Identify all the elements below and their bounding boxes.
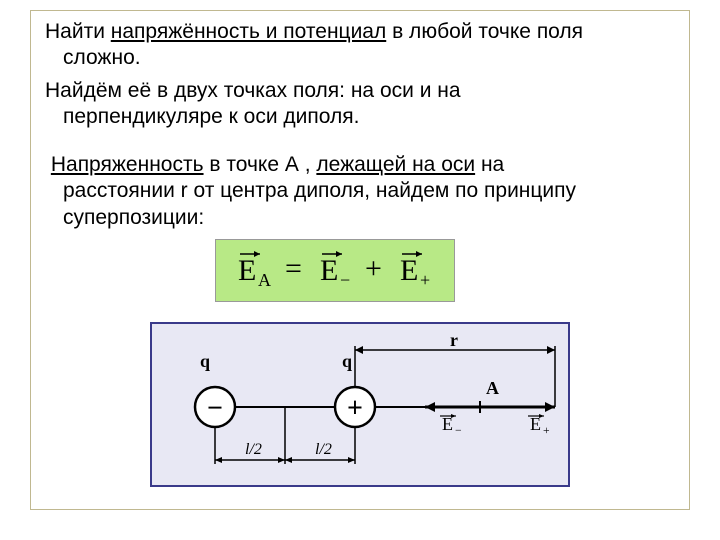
svg-text:l/2: l/2 xyxy=(315,441,332,458)
svg-text:q: q xyxy=(200,351,210,371)
p3-text-f: суперпозиции: xyxy=(45,206,204,229)
p1-text-d: сложно. xyxy=(45,46,141,69)
svg-text:E: E xyxy=(238,254,256,287)
svg-text:l/2: l/2 xyxy=(245,441,262,458)
p3-underline-c: лежащей на оси xyxy=(316,153,475,176)
svg-text:−: − xyxy=(340,270,350,290)
paragraph-3: Напряженность в точке А , лежащей на оси… xyxy=(45,152,675,231)
svg-text:−: − xyxy=(455,424,462,437)
equation-svg: EAE−E+=+ xyxy=(230,246,440,290)
p1-text-c: в любой точке поля xyxy=(386,20,583,43)
diagram-box: r−q+ql/2l/2AE−E+ xyxy=(150,322,570,487)
svg-text:E: E xyxy=(442,414,453,434)
p3-text-d: на xyxy=(475,153,504,176)
p2-text-b: перпендикуляре к оси диполя. xyxy=(45,105,359,128)
p3-text-e: расстоянии r от центра диполя, найдем по… xyxy=(45,179,576,202)
svg-text:+: + xyxy=(420,270,430,290)
svg-text:A: A xyxy=(486,378,499,398)
paragraph-1: Найти напряжённость и потенциал в любой … xyxy=(45,19,675,72)
dipole-diagram: r−q+ql/2l/2AE−E+ xyxy=(160,332,560,472)
svg-text:q: q xyxy=(342,351,352,371)
svg-text:E: E xyxy=(400,254,418,287)
content-frame: Найти напряжённость и потенциал в любой … xyxy=(30,10,690,510)
p1-text-a: Найти xyxy=(45,20,111,43)
p3-text-b: в точке А , xyxy=(204,153,317,176)
paragraph-2: Найдём её в двух точках поля: на оси и н… xyxy=(45,78,675,131)
p1-underline: напряжённость и потенциал xyxy=(111,20,386,43)
diagram-wrap: r−q+ql/2l/2AE−E+ xyxy=(45,322,675,487)
svg-text:=: = xyxy=(285,252,302,285)
svg-text:+: + xyxy=(365,252,382,285)
p2-text-a: Найдём её в двух точках поля: на оси и н… xyxy=(45,79,461,102)
p3-underline-a: Напряженность xyxy=(51,153,204,176)
svg-text:A: A xyxy=(258,270,271,290)
svg-text:E: E xyxy=(320,254,338,287)
svg-text:+: + xyxy=(543,424,550,437)
svg-text:+: + xyxy=(347,393,363,424)
svg-text:E: E xyxy=(530,414,541,434)
equation-box: EAE−E+=+ xyxy=(215,239,455,302)
svg-text:r: r xyxy=(450,332,458,350)
svg-text:−: − xyxy=(207,393,223,424)
